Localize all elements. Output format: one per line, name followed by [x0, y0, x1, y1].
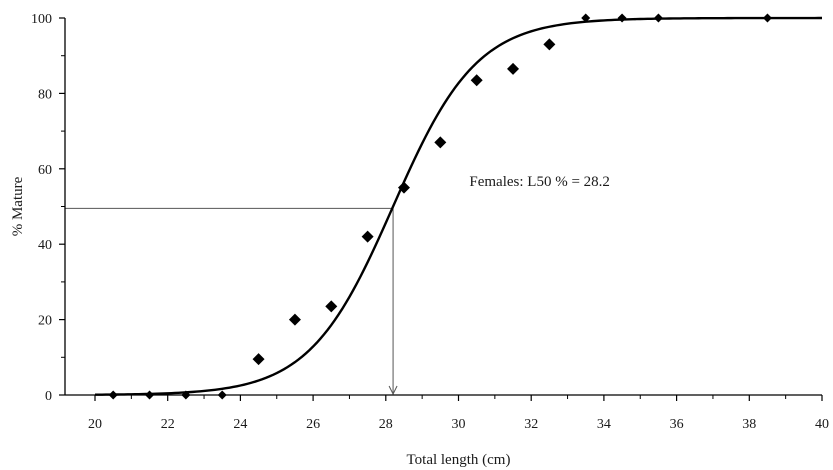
- y-tick-label: 60: [38, 163, 52, 178]
- l50-annotation: Females: L50 % = 28.2: [469, 174, 610, 190]
- y-tick-label: 0: [45, 389, 52, 404]
- axes: [59, 17, 823, 401]
- y-axis-label: % Mature: [10, 176, 26, 236]
- data-point: [397, 181, 410, 194]
- x-tick-label: 38: [742, 417, 756, 432]
- x-tick-label: 24: [233, 417, 247, 432]
- x-tick-label: 36: [670, 417, 684, 432]
- tick-labels: 20 22 24 26 28 30 32 34 36 38 40 0 20 40 60 80 100: [31, 12, 829, 432]
- x-tick-label: 20: [88, 417, 102, 432]
- x-tick-label: 34: [597, 417, 611, 432]
- reference-lines: [65, 207, 398, 396]
- x-tick-label: 40: [815, 417, 829, 432]
- data-point: [361, 230, 374, 243]
- y-tick-label: 80: [38, 87, 52, 102]
- data-point: [470, 74, 483, 87]
- y-tick-label: 20: [38, 314, 52, 329]
- x-tick-label: 30: [452, 417, 466, 432]
- data-point: [653, 13, 663, 23]
- x-tick-label: 26: [306, 417, 320, 432]
- x-axis-label: Total length (cm): [407, 452, 511, 468]
- data-point: [434, 136, 447, 149]
- fitted-curve-layer: [94, 16, 822, 396]
- x-tick-label: 22: [161, 417, 175, 432]
- y-tick-label: 100: [31, 12, 52, 27]
- y-tick-label: 40: [38, 238, 52, 253]
- x-tick-label: 28: [379, 417, 393, 432]
- x-tick-label: 32: [524, 417, 538, 432]
- data-point: [543, 38, 556, 51]
- data-points-layer: [108, 13, 772, 400]
- data-point: [762, 13, 772, 23]
- logistic-fit-curve: [94, 16, 822, 396]
- data-point: [325, 300, 338, 313]
- data-point: [288, 313, 301, 326]
- l50-arrowhead: [388, 385, 398, 396]
- data-point: [252, 353, 265, 366]
- data-point: [581, 13, 591, 23]
- data-point: [507, 62, 520, 75]
- data-point: [617, 13, 627, 23]
